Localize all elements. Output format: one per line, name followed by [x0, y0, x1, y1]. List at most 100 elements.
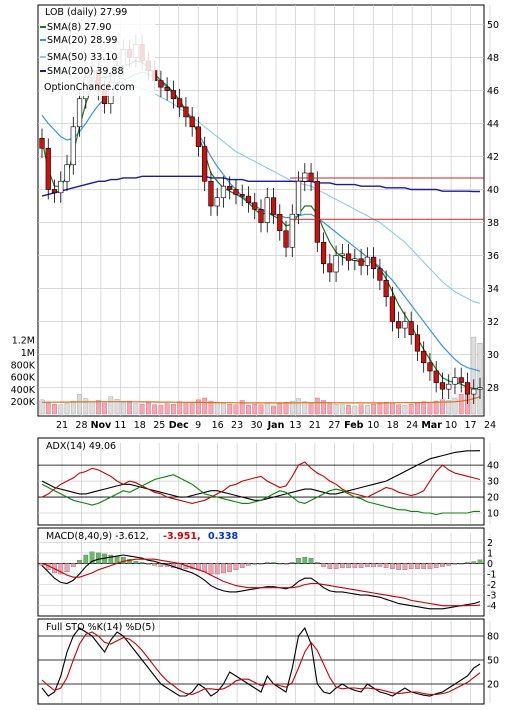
candle-body [64, 164, 70, 182]
chart-title: LOB (daily) 27.99 [45, 7, 127, 18]
panel-tick-label: 20 [487, 680, 499, 691]
adx-lines [41, 450, 481, 516]
price-tick-label: 48 [487, 53, 499, 64]
volume-bar [120, 402, 126, 415]
volume-bar [77, 394, 82, 415]
date-label: 25 [153, 420, 165, 431]
date-label: 13 [289, 420, 301, 431]
macd-histogram-bar [333, 563, 339, 569]
date-label: Nov [91, 420, 112, 431]
macd-histogram-bar [89, 551, 95, 564]
date-axis-labels: 21 28 Nov 11 18 25 Dec 9 16 23 30 Jan 13 21 27 Feb 10 18 2… [56, 420, 496, 431]
macd-histogram-bar [120, 556, 126, 564]
volume-bar [446, 400, 452, 415]
candle-body [252, 202, 258, 210]
candle-body [195, 126, 202, 147]
resistance-lines [290, 177, 484, 220]
volume-bar [58, 404, 64, 415]
macd-histogram [39, 551, 483, 575]
macd-histogram-bar [358, 563, 364, 568]
macd-histogram-bar [314, 562, 320, 564]
date-label: Jan [267, 420, 285, 431]
price-tick-label: 42 [487, 152, 499, 163]
volume-bar [358, 404, 364, 415]
candle-body [408, 321, 414, 335]
volume-bar [89, 401, 95, 415]
volume-bar [289, 400, 295, 415]
candle-body [277, 213, 283, 232]
candle-body [427, 362, 433, 372]
volume-bar [396, 404, 402, 415]
candle-body [202, 146, 208, 182]
macd-histogram-bar [152, 563, 157, 566]
legend-sma50: SMA(50) 33.10 [47, 52, 117, 63]
price-y-ticks: 28 30 32 34 36 38 40 42 44 46 48 50 [487, 20, 499, 394]
candle-body [51, 189, 58, 194]
macd-signal-value: -3.951, [163, 531, 201, 542]
candle-body [258, 209, 264, 223]
macd-histogram-bar [233, 563, 239, 570]
volume-bar [183, 402, 189, 415]
volume-bar [333, 403, 339, 415]
panel-series-line [41, 474, 480, 516]
candle-body [158, 80, 164, 88]
volume-bar [233, 404, 239, 415]
macd-histogram-bar [452, 563, 458, 565]
volume-tick-label: 1M [21, 348, 35, 359]
candle-body [245, 195, 252, 204]
adx-title: ADX(14) 49.06 [46, 441, 116, 452]
macd-histogram-bar [465, 562, 470, 564]
volume-bar [202, 397, 208, 415]
stochastic-panel: 80 50 20 Full STO %K(14) %D(5) [37, 618, 499, 705]
macd-histogram-bar [396, 563, 402, 570]
volume-bar [64, 403, 70, 415]
candle-body [446, 383, 452, 390]
macd-title: MACD(8,40,9) -3.612, [46, 531, 149, 542]
candle-body [452, 377, 458, 385]
volume-bar [158, 405, 164, 415]
macd-histogram-bar [58, 563, 64, 575]
candle-body [327, 263, 333, 273]
volume-bar [458, 394, 464, 415]
panel-series-line [41, 461, 481, 504]
volume-bar [227, 403, 233, 415]
volume-bar [114, 399, 120, 415]
candle-body [320, 242, 327, 265]
candle-body [302, 172, 308, 182]
volume-bar [252, 403, 258, 415]
panel-tick-label: 30 [487, 477, 499, 488]
macd-histogram-bar [365, 563, 370, 567]
volume-bar [102, 402, 107, 415]
candle-body [421, 350, 427, 364]
volume-bar [152, 404, 158, 415]
date-label: 18 [387, 420, 399, 431]
candle-body [345, 253, 352, 261]
volume-bar [283, 402, 289, 415]
macd-histogram-bar [302, 556, 308, 564]
macd-histogram-bar [227, 563, 233, 573]
candle-body [477, 387, 483, 390]
candle-body [364, 256, 370, 266]
macd-histogram-bar [252, 563, 258, 565]
volume-bar [402, 405, 408, 415]
macd-histogram-bar [458, 563, 464, 565]
candle-body [389, 296, 396, 322]
price-tick-label: 30 [487, 350, 499, 361]
volume-bar [246, 405, 251, 415]
volume-bar [108, 396, 114, 415]
macd-histogram-bar [77, 560, 82, 564]
volume-tick-label: 1.2M [12, 336, 35, 347]
macd-histogram-bar [239, 563, 245, 568]
volume-bar [127, 400, 133, 415]
candle-body [458, 377, 464, 383]
macd-histogram-bar [70, 563, 76, 567]
volume-bar [377, 403, 383, 415]
candle-body [164, 86, 170, 91]
macd-histogram-bar [346, 563, 351, 568]
candle-body [183, 106, 189, 118]
price-tick-label: 36 [487, 251, 499, 262]
macd-histogram-bar [127, 559, 132, 564]
volume-bar [208, 400, 214, 415]
